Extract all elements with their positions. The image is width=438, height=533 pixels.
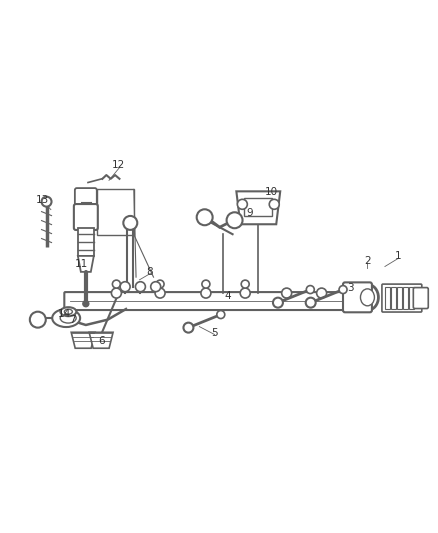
FancyBboxPatch shape [343,282,372,312]
Circle shape [237,199,247,209]
Circle shape [42,197,52,207]
Circle shape [339,286,347,294]
FancyBboxPatch shape [413,288,428,309]
Circle shape [282,288,292,298]
Text: 1: 1 [395,251,401,261]
Circle shape [155,288,165,298]
Bar [409,287,414,309]
Polygon shape [71,332,95,348]
Circle shape [306,297,316,308]
Bar [403,287,408,309]
Text: 11: 11 [75,259,88,269]
Circle shape [241,280,249,288]
Ellipse shape [60,313,76,323]
Text: 10: 10 [265,187,278,197]
Circle shape [202,280,210,288]
Text: 2: 2 [364,256,371,266]
Circle shape [317,288,327,298]
Ellipse shape [357,285,378,310]
Circle shape [201,288,211,298]
Circle shape [111,288,121,298]
Circle shape [124,216,137,230]
Circle shape [306,286,314,294]
Bar [78,228,94,256]
Text: 5: 5 [211,328,218,338]
Ellipse shape [64,309,72,314]
Bar [97,189,134,235]
Text: 8: 8 [146,267,152,277]
Bar [397,287,402,309]
Ellipse shape [60,307,76,316]
Bar [385,287,390,309]
Circle shape [135,282,145,292]
Text: 4: 4 [224,290,231,301]
Text: 12: 12 [112,160,125,171]
FancyBboxPatch shape [74,204,98,230]
Circle shape [113,280,120,288]
Circle shape [240,288,250,298]
Text: 14: 14 [57,309,71,319]
Circle shape [217,311,225,319]
Ellipse shape [360,289,374,306]
Text: 7: 7 [69,314,76,325]
Text: 13: 13 [35,195,49,205]
Circle shape [30,312,46,328]
FancyBboxPatch shape [382,284,422,312]
Circle shape [184,322,194,333]
Circle shape [269,199,279,209]
Text: 3: 3 [346,283,353,293]
Polygon shape [78,256,94,272]
Circle shape [151,282,161,292]
Circle shape [120,282,130,292]
Text: 6: 6 [98,336,104,346]
Circle shape [197,209,212,225]
Bar [391,287,396,309]
Bar [244,198,272,216]
Circle shape [83,301,89,306]
Circle shape [156,280,164,288]
Ellipse shape [52,309,80,327]
FancyBboxPatch shape [75,188,97,208]
Polygon shape [89,332,113,348]
Circle shape [226,212,243,228]
Circle shape [273,297,283,308]
FancyBboxPatch shape [64,292,360,310]
Polygon shape [237,191,280,224]
Text: 9: 9 [246,208,253,219]
